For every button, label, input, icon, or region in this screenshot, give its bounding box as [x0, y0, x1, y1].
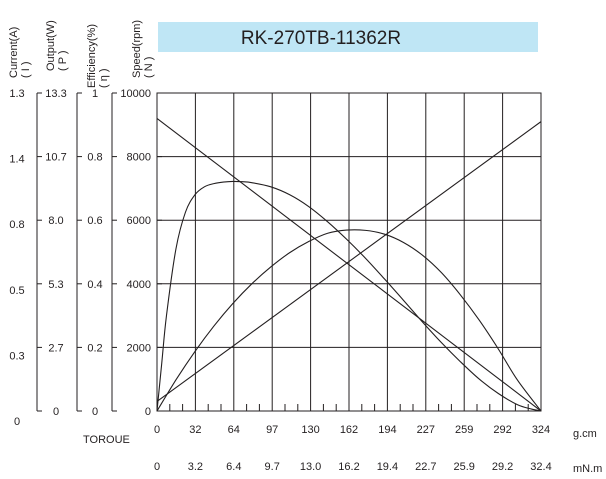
- x-tick-label-gcm: 227: [417, 424, 435, 436]
- efficiency-axis-label: Efficiency(%): [86, 24, 98, 88]
- title-band: [158, 22, 538, 52]
- speed-curve: [156, 118, 542, 412]
- output-axis-label: Output(W): [45, 20, 57, 71]
- current-axis-label: Current(A): [8, 27, 20, 78]
- x-tick-label-mnm: 19.4: [377, 461, 398, 473]
- x-tick-label-gcm: 64: [228, 424, 240, 436]
- speed-tick-label: 4000: [127, 279, 151, 291]
- curves-layer: [156, 118, 542, 412]
- x-unit-mnm: mN.m: [573, 463, 602, 475]
- current-curve: [156, 121, 542, 402]
- efficiency-tick-label: 0.8: [87, 152, 102, 164]
- x-tick-label-gcm: 130: [301, 424, 319, 436]
- x-tick-label-gcm: 97: [266, 424, 278, 436]
- efficiency-tick-label: 0: [92, 406, 98, 418]
- labels-layer: 1.3 1.4 0.8 0.5 0.3 0 13.3 10.7 8.0 5.3 2.7 0 1 0.8 0.…: [9, 88, 602, 475]
- current-tick-label: 0.3: [9, 350, 24, 362]
- x-tick-label-gcm: 32: [189, 424, 201, 436]
- speed-tick-label: 8000: [127, 152, 151, 164]
- x-tick-label-gcm: 259: [455, 424, 473, 436]
- current-tick-label: 1.4: [9, 154, 24, 166]
- output-tick-label: 13.3: [45, 88, 66, 100]
- x-tick-label-gcm: 292: [493, 424, 511, 436]
- x-tick-label-mnm: 29.2: [492, 461, 513, 473]
- axes-layer: [36, 92, 162, 412]
- x-tick-label-mnm: 13.0: [300, 461, 321, 473]
- efficiency-curve: [156, 180, 542, 412]
- output-axis-symbol: ( P ): [57, 50, 69, 71]
- chart-title: RK-270TB-11362R: [241, 28, 401, 49]
- current-tick-label: 0.5: [9, 285, 24, 297]
- x-tick-label-mnm: 16.2: [338, 461, 359, 473]
- speed-axis-symbol: ( N ): [143, 57, 155, 78]
- speed-axis-label: Speed(rpm): [131, 20, 143, 78]
- x-tick-label-mnm: 3.2: [188, 461, 203, 473]
- x-tick-label-gcm: 324: [532, 424, 550, 436]
- current-tick-label: 1.3: [9, 88, 24, 100]
- x-tick-label-mnm: 25.9: [453, 461, 474, 473]
- output-tick-label: 0: [53, 406, 59, 418]
- grid-layer: [156, 92, 542, 412]
- x-tick-label-mnm: 6.4: [226, 461, 241, 473]
- efficiency-tick-label: 1: [92, 88, 98, 100]
- x-tick-label-mnm: 0: [154, 461, 160, 473]
- output-curve: [156, 229, 542, 412]
- current-axis-symbol: ( I ): [20, 62, 32, 79]
- efficiency-axis-symbol: ( η ): [98, 68, 110, 88]
- efficiency-tick-label: 0.6: [87, 215, 102, 227]
- current-tick-label: 0: [14, 416, 20, 428]
- output-tick-label: 8.0: [48, 215, 63, 227]
- x-tick-label-mnm: 32.4: [530, 461, 551, 473]
- x-tick-label-mnm: 22.7: [415, 461, 436, 473]
- efficiency-tick-label: 0.4: [87, 279, 102, 291]
- speed-tick-label: 10000: [120, 88, 151, 100]
- output-tick-label: 5.3: [48, 279, 63, 291]
- output-tick-label: 10.7: [45, 152, 66, 164]
- speed-tick-label: 2000: [127, 342, 151, 354]
- x-tick-label-mnm: 9.7: [265, 461, 280, 473]
- x-unit-gcm: g.cm: [573, 428, 597, 440]
- speed-tick-label: 6000: [127, 215, 151, 227]
- x-tick-label-gcm: 162: [340, 424, 358, 436]
- x-tick-label-gcm: 0: [154, 424, 160, 436]
- speed-tick-label: 0: [145, 406, 151, 418]
- x-axis-label: TOROUE: [83, 434, 130, 446]
- efficiency-tick-label: 0.2: [87, 342, 102, 354]
- current-tick-label: 0.8: [9, 219, 24, 231]
- output-tick-label: 2.7: [48, 342, 63, 354]
- x-tick-label-gcm: 194: [378, 424, 396, 436]
